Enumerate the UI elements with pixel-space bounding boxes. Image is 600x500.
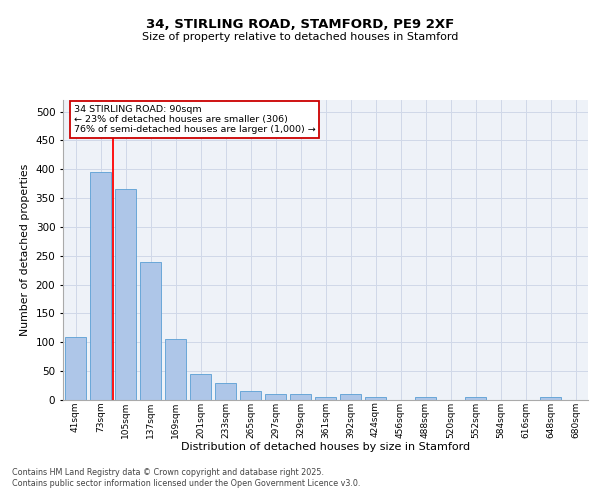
Bar (215, 382, 236, 400)
Text: 34, STIRLING ROAD, STAMFORD, PE9 2XF: 34, STIRLING ROAD, STAMFORD, PE9 2XF (146, 18, 454, 30)
X-axis label: Distribution of detached houses by size in Stamford: Distribution of detached houses by size … (181, 442, 470, 452)
Bar (140, 262, 161, 400)
Bar (115, 190, 136, 400)
Bar (365, 397, 386, 400)
Bar (315, 397, 336, 400)
Bar (340, 394, 361, 400)
Bar (240, 392, 261, 400)
Bar (165, 340, 186, 400)
Bar (265, 394, 286, 400)
Text: 34 STIRLING ROAD: 90sqm
← 23% of detached houses are smaller (306)
76% of semi-d: 34 STIRLING ROAD: 90sqm ← 23% of detache… (74, 104, 315, 134)
Y-axis label: Number of detached properties: Number of detached properties (20, 164, 30, 336)
Bar (90, 172, 111, 400)
Text: Contains HM Land Registry data © Crown copyright and database right 2025.
Contai: Contains HM Land Registry data © Crown c… (12, 468, 361, 487)
Bar (65, 336, 86, 400)
Bar (190, 374, 211, 400)
Bar (540, 397, 561, 400)
Text: Size of property relative to detached houses in Stamford: Size of property relative to detached ho… (142, 32, 458, 42)
Bar (290, 394, 311, 400)
Bar (415, 397, 436, 400)
Bar (465, 397, 486, 400)
